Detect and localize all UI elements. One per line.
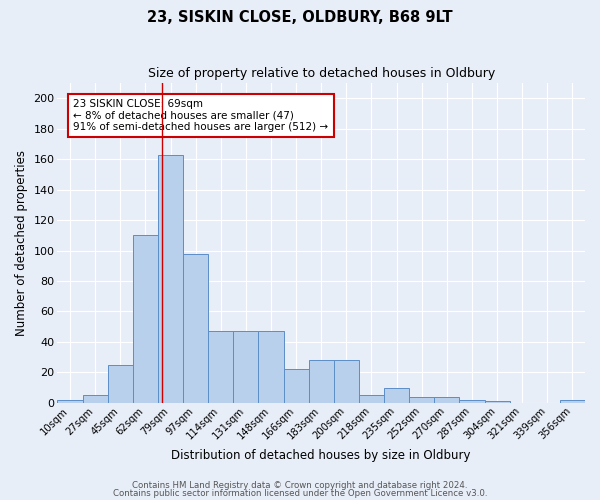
Bar — [434, 396, 460, 403]
X-axis label: Distribution of detached houses by size in Oldbury: Distribution of detached houses by size … — [172, 450, 471, 462]
Bar — [485, 401, 509, 403]
Bar — [308, 360, 334, 403]
Bar — [460, 400, 485, 403]
Text: 23 SISKIN CLOSE: 69sqm
← 8% of detached houses are smaller (47)
91% of semi-deta: 23 SISKIN CLOSE: 69sqm ← 8% of detached … — [73, 99, 328, 132]
Bar — [284, 370, 308, 403]
Bar — [359, 395, 384, 403]
Bar — [108, 364, 133, 403]
Bar — [183, 254, 208, 403]
Text: 23, SISKIN CLOSE, OLDBURY, B68 9LT: 23, SISKIN CLOSE, OLDBURY, B68 9LT — [147, 10, 453, 25]
Bar — [208, 331, 233, 403]
Bar — [233, 331, 259, 403]
Text: Contains HM Land Registry data © Crown copyright and database right 2024.: Contains HM Land Registry data © Crown c… — [132, 481, 468, 490]
Y-axis label: Number of detached properties: Number of detached properties — [15, 150, 28, 336]
Bar — [58, 400, 83, 403]
Bar — [334, 360, 359, 403]
Bar — [560, 400, 585, 403]
Bar — [409, 396, 434, 403]
Bar — [83, 395, 108, 403]
Bar — [384, 388, 409, 403]
Text: Contains public sector information licensed under the Open Government Licence v3: Contains public sector information licen… — [113, 488, 487, 498]
Bar — [158, 154, 183, 403]
Bar — [133, 236, 158, 403]
Title: Size of property relative to detached houses in Oldbury: Size of property relative to detached ho… — [148, 68, 495, 80]
Bar — [259, 331, 284, 403]
